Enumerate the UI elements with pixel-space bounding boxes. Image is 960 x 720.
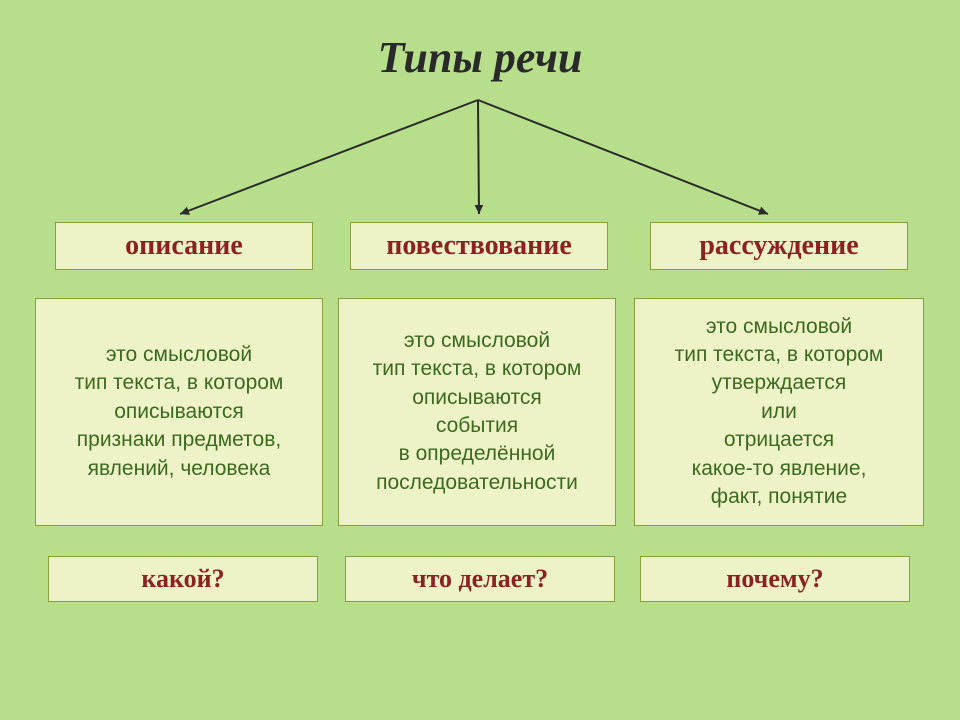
type-box-0: описание bbox=[55, 222, 313, 270]
desc-box-0: это смысловой тип текста, в котором опис… bbox=[35, 298, 323, 526]
diagram-title: Типы речи bbox=[0, 32, 960, 83]
question-box-1: что делает? bbox=[345, 556, 615, 602]
desc-box-2: это смысловой тип текста, в котором утве… bbox=[634, 298, 924, 526]
type-box-2: рассуждение bbox=[650, 222, 908, 270]
type-box-1: повествование bbox=[350, 222, 608, 270]
desc-box-1: это смысловой тип текста, в котором опис… bbox=[338, 298, 616, 526]
diagram-canvas: Типы речи описание повествование рассужд… bbox=[0, 0, 960, 720]
question-box-2: почему? bbox=[640, 556, 910, 602]
question-box-0: какой? bbox=[48, 556, 318, 602]
